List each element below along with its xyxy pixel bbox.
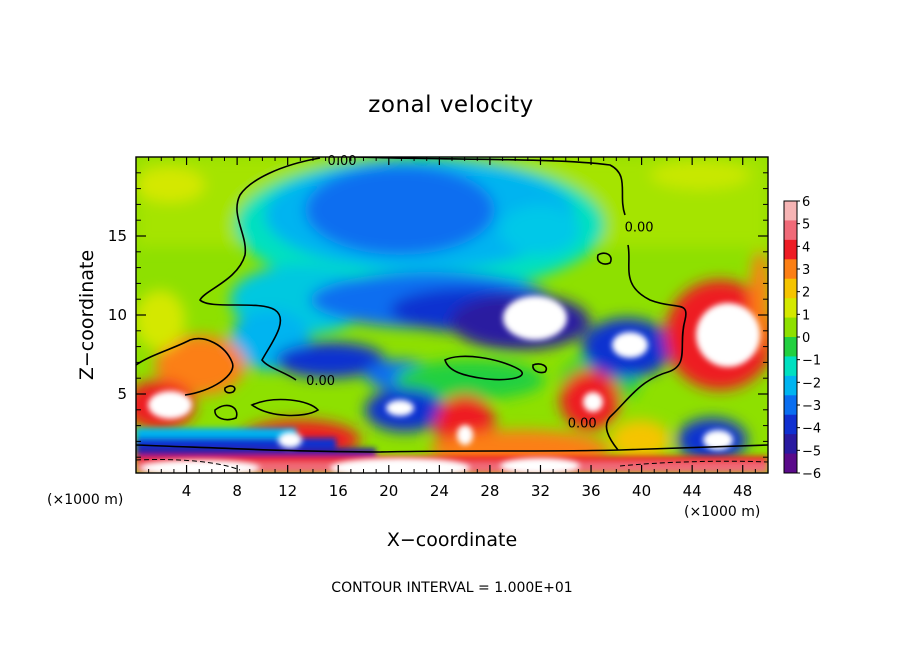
x-tick-label: 16 bbox=[329, 482, 348, 500]
colorbar-swatch bbox=[784, 414, 797, 435]
colorbar-label: 0 bbox=[802, 331, 810, 346]
colorbar-swatch bbox=[784, 298, 797, 319]
colorbar-swatch bbox=[784, 395, 797, 416]
y-axis-ticks: 5 10 15 bbox=[108, 172, 768, 458]
contour-interval-note: CONTOUR INTERVAL = 1.000E+01 bbox=[331, 580, 572, 596]
x-unit-label: (×1000 m) bbox=[684, 504, 760, 520]
colorbar-swatch bbox=[784, 259, 797, 280]
x-tick-label: 40 bbox=[632, 482, 651, 500]
colorbar-swatch bbox=[784, 337, 797, 357]
colorbar-label: 6 bbox=[802, 195, 810, 210]
y-tick-label: 15 bbox=[108, 227, 127, 245]
colorbar-swatch bbox=[784, 201, 797, 221]
colorbar-label: −4 bbox=[802, 422, 821, 437]
x-tick-label: 24 bbox=[430, 482, 449, 500]
colorbar-label: 5 bbox=[802, 218, 810, 233]
colorbar-label: −1 bbox=[802, 354, 821, 369]
y-axis-label: Z−coordinate bbox=[76, 250, 98, 380]
y-tick-label: 5 bbox=[117, 385, 127, 403]
colorbar-swatch bbox=[784, 434, 797, 455]
x-axis-label: X−coordinate bbox=[387, 529, 517, 551]
contour-labels: 0.00 0.00 0.00 0.00 bbox=[306, 154, 653, 431]
colorbar-label: 3 bbox=[802, 263, 810, 278]
colorbar-swatch bbox=[784, 239, 797, 260]
contour-label: 0.00 bbox=[328, 154, 357, 169]
colorbar: 6 5 4 3 2 1 0 −1 −2 −3 −4 −5 −6 bbox=[783, 195, 821, 482]
x-tick-label: 8 bbox=[232, 482, 242, 500]
x-tick-label: 20 bbox=[379, 482, 398, 500]
x-tick-label: 32 bbox=[531, 482, 550, 500]
colorbar-swatch bbox=[784, 375, 797, 396]
contour-label: 0.00 bbox=[306, 374, 335, 389]
contour-label: 0.00 bbox=[625, 221, 654, 236]
colorbar-swatch bbox=[784, 356, 797, 377]
colorbar-swatch bbox=[784, 220, 797, 241]
x-tick-label: 4 bbox=[182, 482, 192, 500]
colorbar-swatch bbox=[784, 453, 797, 474]
x-tick-label: 36 bbox=[581, 482, 600, 500]
x-tick-label: 44 bbox=[683, 482, 702, 500]
x-tick-label: 28 bbox=[480, 482, 499, 500]
x-tick-label: 48 bbox=[733, 482, 752, 500]
colorbar-label: −6 bbox=[802, 467, 821, 482]
chart-title: zonal velocity bbox=[368, 92, 533, 118]
heatmap-field bbox=[136, 157, 768, 473]
colorbar-swatch bbox=[784, 317, 797, 338]
y-unit-label: (×1000 m) bbox=[47, 492, 123, 508]
colorbar-label: −3 bbox=[802, 399, 821, 414]
contour-label: 0.00 bbox=[568, 416, 597, 431]
colorbar-swatch bbox=[784, 278, 797, 299]
colorbar-label: 1 bbox=[802, 308, 810, 323]
colorbar-label: 4 bbox=[802, 240, 810, 255]
colorbar-label: −5 bbox=[802, 444, 821, 459]
y-tick-label: 10 bbox=[108, 306, 127, 324]
colorbar-label: 2 bbox=[802, 286, 810, 301]
x-axis-ticks: 4 8 12 16 20 24 28 32 36 40 44 48 bbox=[148, 157, 756, 500]
colorbar-label: −2 bbox=[802, 376, 821, 391]
x-tick-label: 12 bbox=[278, 482, 297, 500]
